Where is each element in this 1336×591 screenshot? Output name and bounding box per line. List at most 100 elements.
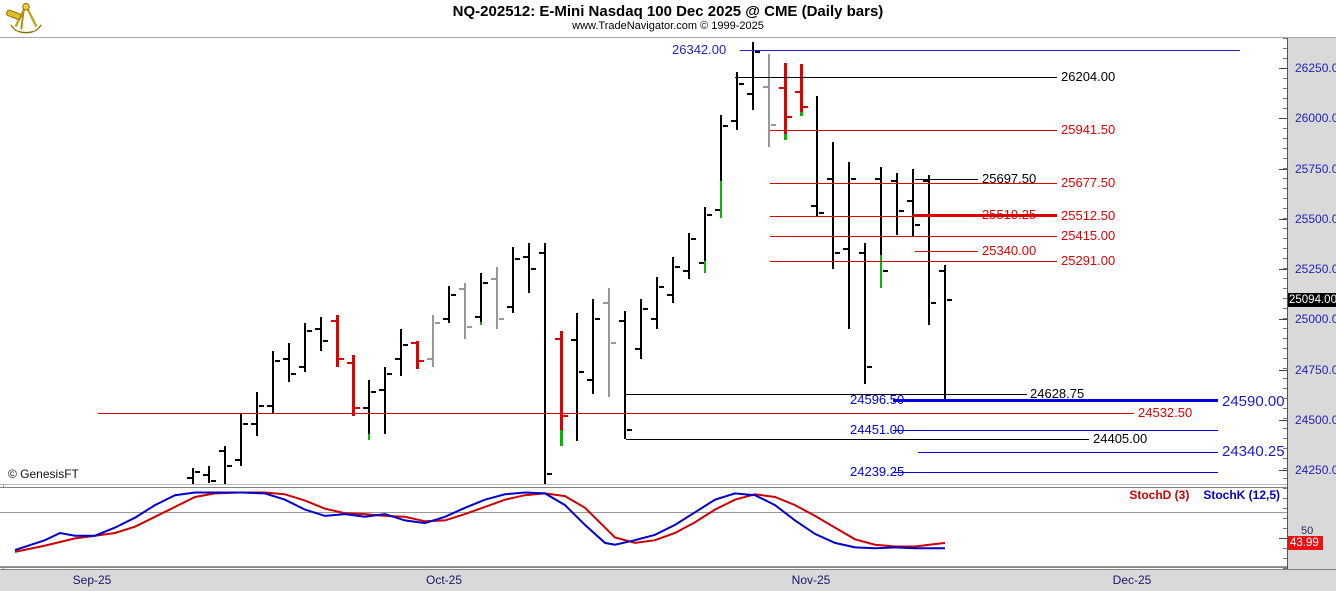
close-tick (515, 257, 520, 260)
open-tick (491, 278, 496, 281)
header-divider (0, 37, 1336, 38)
open-tick (779, 87, 784, 90)
ohlc-bar (464, 283, 466, 340)
x-axis-month-label[interactable]: Dec-25 (1112, 573, 1152, 587)
close-tick (563, 414, 568, 417)
ohlc-bar (816, 96, 818, 216)
ohlc-bar (688, 232, 690, 280)
ohlc-bar (624, 311, 626, 439)
ohlc-bar (928, 174, 930, 326)
close-tick (627, 428, 632, 431)
stochd-legend-label[interactable]: StochD (3) (1129, 488, 1190, 502)
last-price-badge: 25094.00 (1288, 293, 1336, 308)
stochk-legend-label[interactable]: StochK (12,5) (1203, 488, 1280, 502)
ohlc-bar (544, 242, 546, 484)
panel-separator (0, 484, 1287, 485)
open-tick (363, 406, 368, 409)
date-axis: Sep-25 Oct-25 Nov-25 Dec-25 (0, 569, 1336, 591)
close-tick (723, 125, 728, 128)
open-tick (459, 288, 464, 291)
price-level-label: 25291.00 (1061, 252, 1116, 268)
price-chart-panel[interactable]: 26342.00 26204.00 25941.50 25697.50 25677.50… (0, 38, 1287, 484)
ohlc-bar (448, 286, 450, 324)
price-level-line (893, 399, 1218, 402)
close-tick (499, 318, 504, 321)
ohlc-bar (352, 355, 355, 416)
open-tick (395, 358, 400, 361)
close-tick (339, 358, 344, 361)
ohlc-bar (272, 351, 274, 414)
y-axis-label: 25500.0 (1295, 211, 1336, 226)
open-tick (923, 179, 928, 182)
ohlc-bar (880, 167, 882, 289)
open-tick (667, 294, 672, 297)
y-axis-label: 24750.0 (1295, 362, 1336, 377)
price-level-label: 25415.00 (1061, 227, 1116, 243)
stoch-gridline (0, 512, 1287, 513)
price-level-line (915, 251, 978, 252)
x-axis-month-label[interactable]: Nov-25 (791, 573, 831, 587)
price-level-line (915, 179, 978, 180)
ohlc-bar (912, 168, 914, 237)
stoch-fifty-level-label: 50 (1301, 524, 1314, 537)
y-axis-tick (1279, 219, 1287, 220)
ohlc-bar (320, 317, 322, 352)
ohlc-bar (784, 62, 787, 141)
close-tick (707, 213, 712, 216)
open-tick (219, 449, 224, 452)
ohlc-bar (608, 288, 610, 397)
close-tick (259, 404, 264, 407)
ohlc-bar (512, 246, 514, 314)
open-tick (587, 378, 592, 381)
open-tick (379, 388, 384, 391)
ohlc-bar (752, 41, 754, 111)
price-level-label: 25519.25 (982, 206, 1037, 222)
y-axis-tick (1279, 68, 1287, 69)
price-level-line (770, 183, 1057, 184)
close-tick (851, 177, 856, 180)
chart-title: NQ-202512: E-Mini Nasdaq 100 Dec 2025 @ … (452, 3, 884, 20)
open-tick (603, 302, 608, 305)
open-tick (811, 204, 816, 207)
price-level-label: 24596.50 (850, 392, 905, 408)
close-tick (211, 480, 216, 483)
open-tick (267, 404, 272, 407)
price-level-label-large: 24590.00 (1222, 392, 1285, 410)
y-axis-tick (1279, 319, 1287, 320)
open-tick (651, 318, 656, 321)
x-axis-month-label[interactable]: Oct-25 (425, 573, 462, 587)
close-tick (659, 286, 664, 289)
price-level-label: 26342.00 (672, 41, 727, 57)
close-tick (307, 330, 312, 333)
close-tick (195, 471, 200, 473)
genesisft-sextant-logo-icon (6, 2, 42, 34)
price-level-line (626, 439, 1089, 440)
chart-subtitle: www.TradeNavigator.com © 1999-2025 (572, 20, 764, 32)
ohlc-bar (432, 315, 434, 368)
close-tick (483, 282, 488, 285)
ohlc-bar (528, 242, 530, 294)
ohlc-bar-up-segment (480, 322, 482, 326)
ohlc-bar (848, 162, 850, 330)
price-level-label-large: 24340.25 (1222, 442, 1285, 460)
y-axis-label: 26250.0 (1295, 61, 1336, 75)
close-tick (899, 209, 904, 212)
ohlc-bar (304, 323, 306, 372)
close-tick (611, 342, 616, 345)
ohlc-bar (896, 172, 898, 235)
y-axis-label: 25000.0 (1295, 312, 1336, 327)
genesisft-watermark: © GenesisFT (8, 467, 79, 481)
close-tick (915, 223, 920, 226)
close-tick (323, 340, 328, 343)
ohlc-bar (368, 379, 370, 440)
price-level-line (626, 394, 1027, 395)
price-level-label: 24239.25 (850, 464, 905, 480)
x-axis-month-label[interactable]: Sep-25 (72, 573, 112, 587)
open-tick (683, 270, 688, 272)
close-tick (243, 422, 248, 425)
open-tick (507, 306, 512, 309)
close-tick (435, 322, 440, 325)
price-level-label: 26204.00 (1061, 69, 1116, 85)
price-level-label: 25941.50 (1061, 122, 1116, 137)
